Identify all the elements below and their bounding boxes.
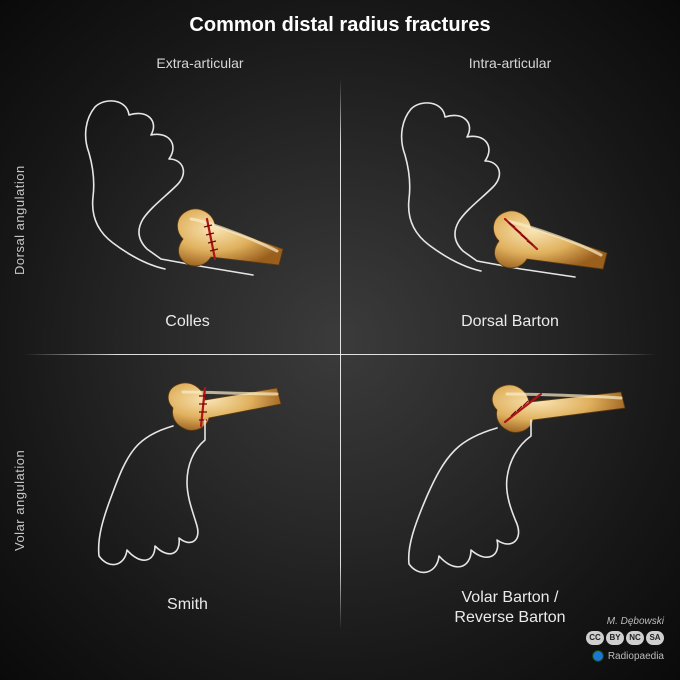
cell-dorsal-barton: Dorsal Barton (365, 85, 655, 345)
column-header-right: Intra-articular (340, 55, 680, 71)
illustration-dorsal-barton (365, 79, 640, 319)
hand-outline-icon (409, 420, 531, 572)
site-logo-icon (592, 650, 604, 662)
site-credit: Radiopaedia (586, 650, 664, 662)
cell-label: Smith (55, 596, 320, 614)
sa-badge-icon: SA (646, 631, 664, 645)
cell-smith: Smith (55, 370, 320, 640)
cell-label: Colles (55, 313, 320, 331)
illustration-volar-barton (365, 370, 655, 600)
bone-icon (492, 385, 625, 432)
label-line1: Volar Barton / (462, 589, 559, 606)
illustration-smith (55, 370, 315, 600)
diagram-stage: Common distal radius fractures Extra-art… (0, 0, 680, 680)
cc-badge-icon: CC (586, 631, 604, 645)
license-badges: CC BY NC SA (586, 631, 664, 645)
cell-volar-barton: Volar Barton / Reverse Barton (365, 370, 655, 640)
column-header-left: Extra-articular (0, 55, 370, 71)
bone-icon (493, 211, 607, 269)
label-line2: Reverse Barton (454, 609, 565, 626)
cell-label: Dorsal Barton (365, 313, 655, 331)
hand-outline-icon (99, 420, 205, 565)
bone-icon (168, 383, 281, 430)
site-name: Radiopaedia (608, 651, 664, 662)
row-header-top: Dorsal angulation (12, 120, 26, 320)
illustration-colles (55, 79, 315, 319)
author-credit: M. Dębowski (586, 616, 664, 627)
credits-block: M. Dębowski CC BY NC SA Radiopaedia (586, 616, 664, 662)
cell-colles: Colles (55, 85, 320, 345)
nc-badge-icon: NC (626, 631, 644, 645)
vertical-divider (340, 78, 341, 630)
by-badge-icon: BY (606, 631, 624, 645)
row-header-bottom: Volar angulation (12, 400, 26, 600)
page-title: Common distal radius fractures (0, 14, 680, 37)
bone-icon (177, 209, 283, 266)
